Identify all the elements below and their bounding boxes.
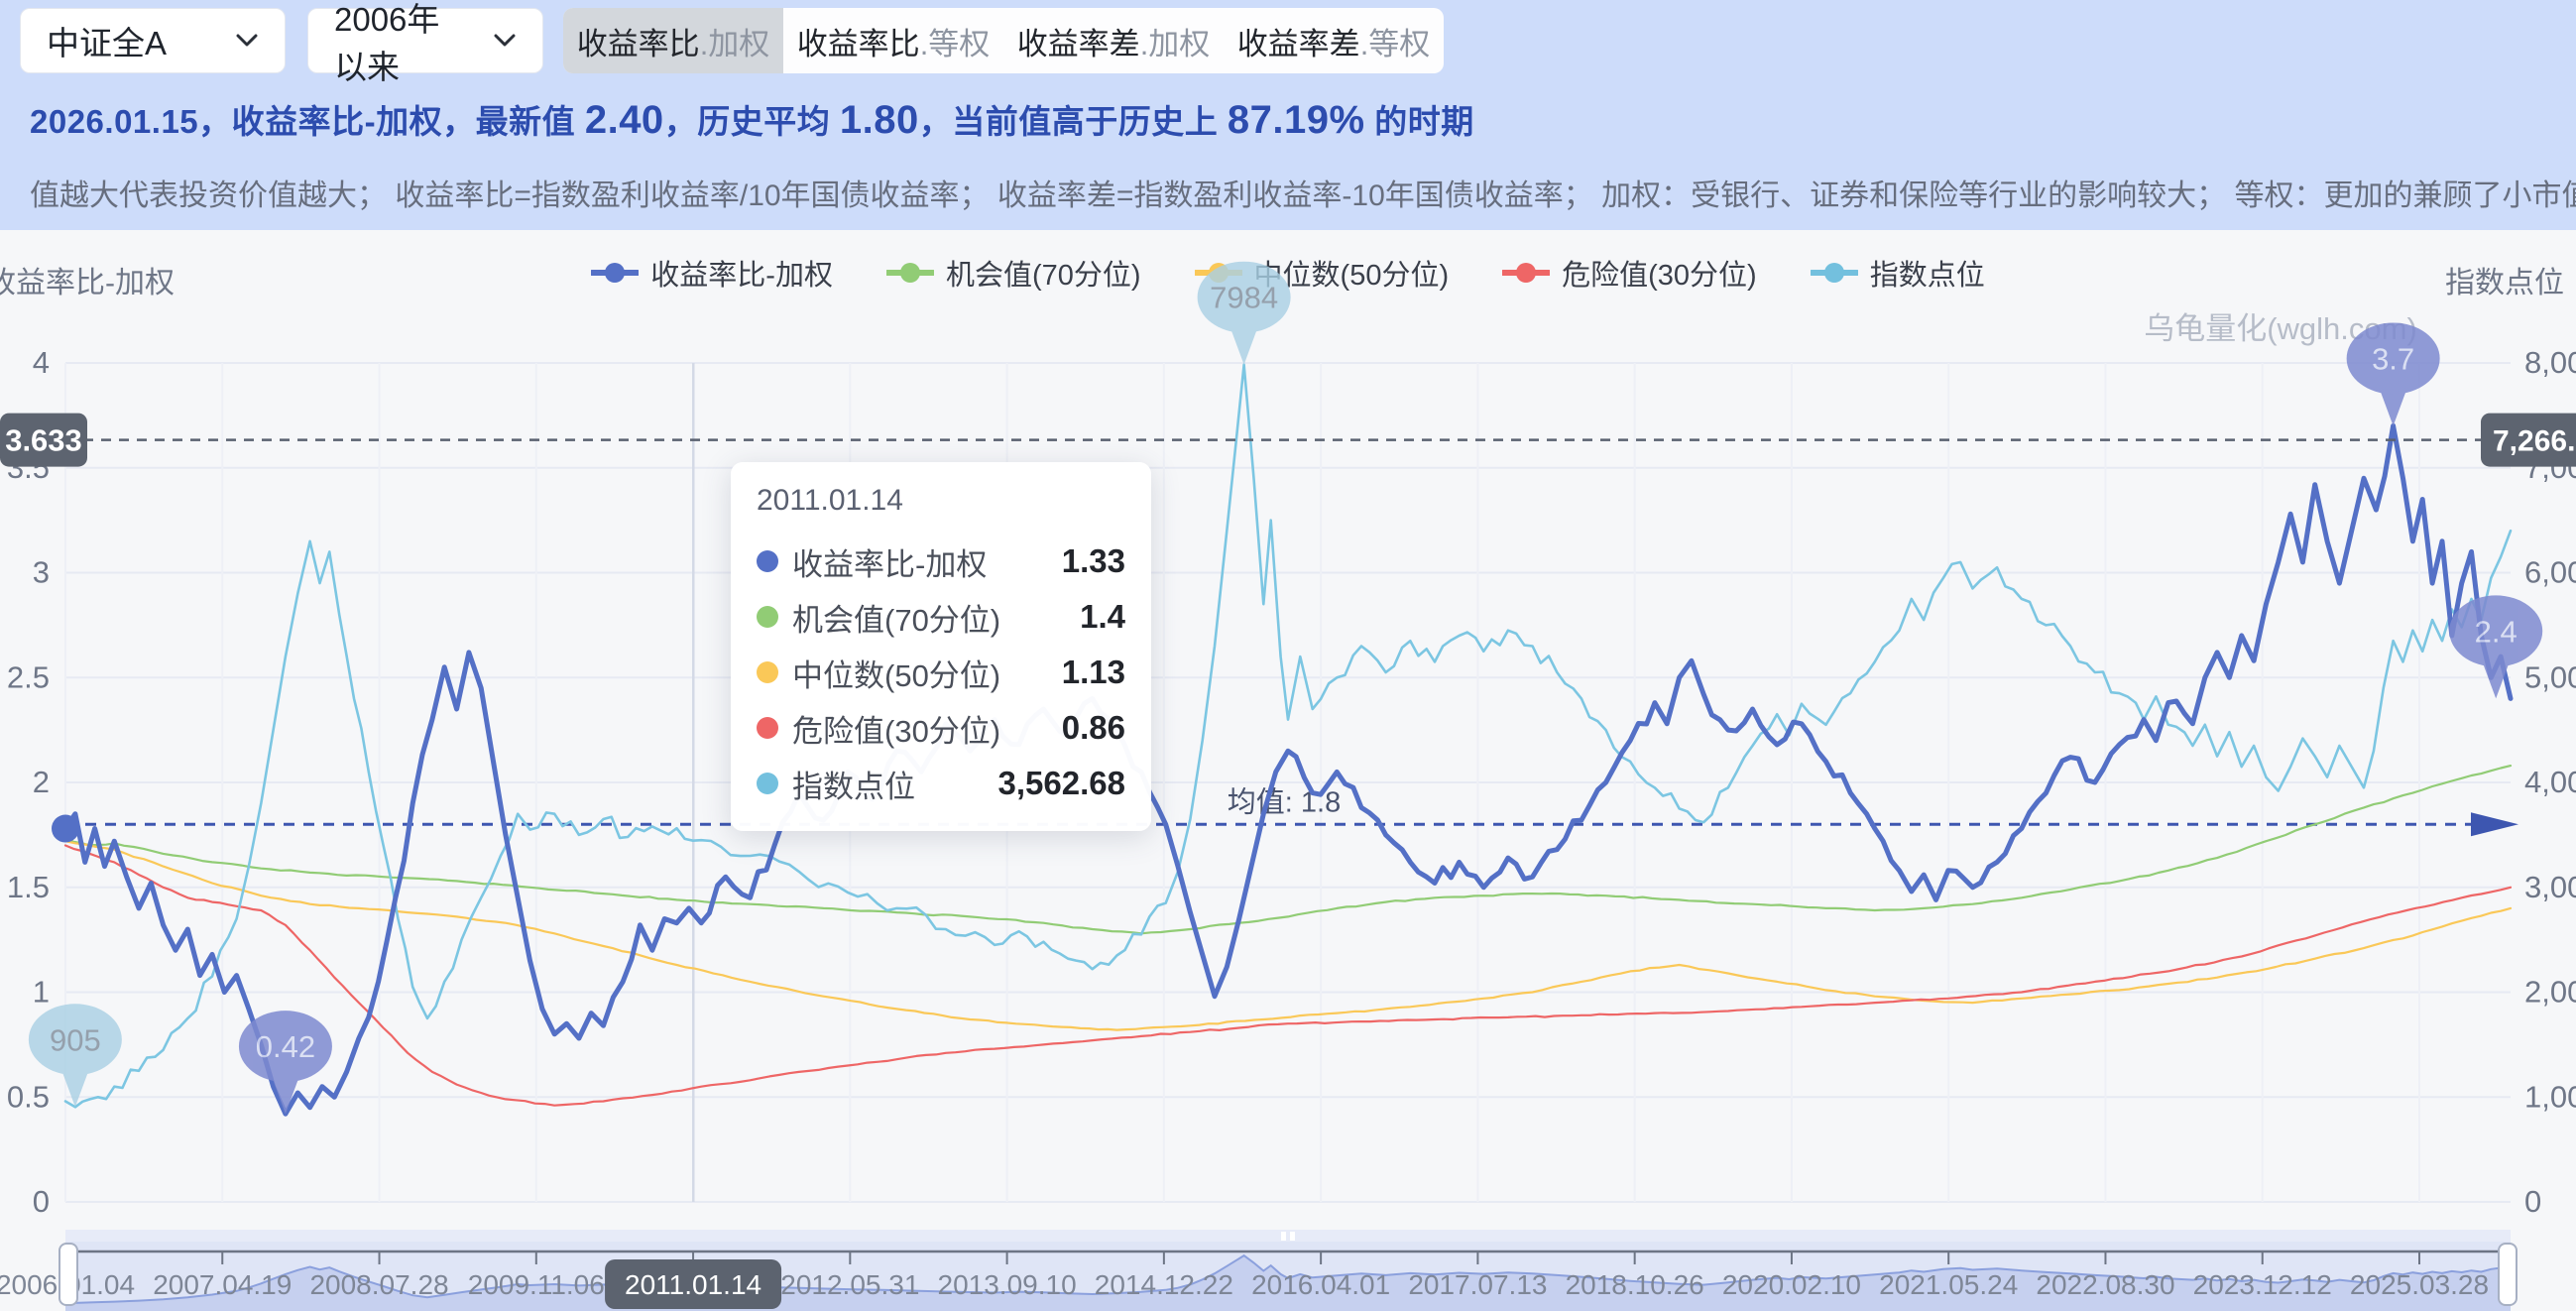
tooltip-date: 2011.01.14 xyxy=(757,484,903,517)
svg-text:905: 905 xyxy=(50,1022,101,1057)
right-tick: 1,000 xyxy=(2524,1079,2576,1114)
left-tick: 1.5 xyxy=(7,870,50,904)
marker-balloon-0.42: 0.42 xyxy=(238,1011,332,1115)
left-tick: 0 xyxy=(33,1184,50,1219)
chevron-down-icon xyxy=(493,33,517,49)
x-tick-label: 2025.03.28 xyxy=(2350,1269,2489,1300)
x-tick-label: 2020.02.10 xyxy=(1722,1269,1861,1300)
right-tick: 5,000 xyxy=(2524,659,2576,694)
series-机会值(70分位) xyxy=(63,765,2513,935)
marker-balloon-2.4: 2.4 xyxy=(2449,595,2543,699)
series-危险值(30分位) xyxy=(63,844,2513,1107)
svg-text:3.7: 3.7 xyxy=(2372,341,2414,376)
right-tick: 3,000 xyxy=(2524,870,2576,904)
crosshair-right-badge xyxy=(2481,413,2576,467)
marker-balloon-905: 905 xyxy=(28,1004,122,1108)
x-tick-label: 2012.05.31 xyxy=(780,1269,919,1300)
series-中位数(50分位) xyxy=(63,840,2513,1031)
chevron-down-icon xyxy=(235,33,259,49)
right-tick: 2,000 xyxy=(2524,975,2576,1010)
left-tick: 4 xyxy=(33,345,50,380)
legend-marker-icon xyxy=(1810,263,1858,283)
marker-balloon-3.7: 3.7 xyxy=(2346,322,2440,426)
left-tick: 3.5 xyxy=(7,450,50,485)
crosshair-left-badge xyxy=(0,413,87,467)
tooltip-row-收益率比-加权: 收益率比-加权 1.33 xyxy=(757,534,1125,589)
metric-tabs: 收益率比 .加权 收益率比 .等权 收益率差 .加权 收益率差 .等权 xyxy=(563,8,1444,73)
right-tick: 4,000 xyxy=(2524,765,2576,799)
x-tick-label: 2011.01.14 xyxy=(625,1269,761,1300)
series-start-dot xyxy=(52,814,79,843)
x-tick-label: 2023.12.12 xyxy=(2193,1269,2332,1300)
legend-item-机会值(70分位)[interactable]: 机会值(70分位) xyxy=(885,252,1141,294)
watermark: 乌龟量化(wglh.com) xyxy=(2144,311,2417,346)
datazoom-grip-icon xyxy=(1281,1232,1286,1241)
legend-marker-icon xyxy=(885,263,934,283)
tooltip-row-危险值(30分位): 危险值(30分位) 0.86 xyxy=(757,700,1125,756)
x-tick-label: 2016.04.01 xyxy=(1251,1269,1390,1300)
x-tick-label: 2007.04.19 xyxy=(153,1269,292,1300)
right-tick: 7,000 xyxy=(2524,450,2576,485)
x-tick-label: 2008.07.28 xyxy=(309,1269,448,1300)
left-tick: 1 xyxy=(33,975,50,1010)
right-tick: 0 xyxy=(2524,1184,2541,1219)
legend-item-危险值(30分位)[interactable]: 危险值(30分位) xyxy=(1502,252,1757,294)
right-axis-title: 指数点位 xyxy=(2445,267,2564,299)
index-select-value: 中证全A xyxy=(47,25,168,61)
highlighted-date-badge xyxy=(605,1259,782,1309)
left-tick: 2.5 xyxy=(7,659,50,694)
datazoom-handle-left xyxy=(59,1243,78,1306)
left-axis-title: 收益率比-加权 xyxy=(0,267,175,299)
datazoom-slider: 2006.01.04 2007.04.19 2008.07.28 2009.11.06… xyxy=(0,1230,2517,1311)
tooltip-row-机会值(70分位): 机会值(70分位) 1.4 xyxy=(757,589,1125,645)
tab-收益率差.加权[interactable]: 收益率差 .加权 xyxy=(1016,26,1211,61)
mean-line-arrow-icon xyxy=(2471,812,2518,837)
tab-收益率比.等权[interactable]: 收益率比 .等权 xyxy=(796,26,991,61)
x-tick-label: 2022.08.30 xyxy=(2036,1269,2174,1300)
tooltip-row-指数点位: 指数点位 3,562.68 xyxy=(757,756,1125,811)
tooltip-row-中位数(50分位): 中位数(50分位) 1.13 xyxy=(757,645,1125,700)
svg-text:2.4: 2.4 xyxy=(2475,614,2517,649)
legend-marker-icon xyxy=(1194,263,1242,283)
series-指数点位 xyxy=(63,363,2513,1109)
right-tick: 8,000 xyxy=(2524,345,2576,380)
legend-marker-icon xyxy=(591,263,640,283)
legend-item-指数点位[interactable]: 指数点位 xyxy=(1810,252,1985,294)
plot-svg[interactable]: 4 3.5 3 2.5 2 1.5 1 0.5 0 8,000 7,000 6,000 5,000 4,0… xyxy=(0,230,2576,1311)
svg-text:3.633: 3.633 xyxy=(5,423,82,458)
right-tick: 6,000 xyxy=(2524,555,2576,590)
x-tick-label: 2013.09.10 xyxy=(938,1269,1077,1300)
chart-area[interactable]: 收益率比-加权 指数点位 收益率比-加权 机会值(70分位) 中位数(50分位) 危险… xyxy=(0,230,2576,1311)
x-tick-label: 2017.07.13 xyxy=(1408,1269,1547,1300)
left-tick: 2 xyxy=(33,765,50,799)
datazoom-grip-icon xyxy=(1290,1232,1295,1241)
index-select[interactable]: 中证全A xyxy=(20,8,286,73)
range-select-value: 2006年以来 xyxy=(334,1,440,85)
legend-item-中位数(50分位)[interactable]: 中位数(50分位) xyxy=(1194,252,1449,294)
chart-legend: 收益率比-加权 机会值(70分位) 中位数(50分位) 危险值(30分位) 指数点位 xyxy=(0,252,2576,294)
range-select[interactable]: 2006年以来 xyxy=(307,1,543,85)
legend-item-收益率比-加权[interactable]: 收益率比-加权 xyxy=(591,252,833,294)
x-tick-label: 2021.05.24 xyxy=(1879,1269,2018,1300)
tooltip: 2011.01.14 收益率比-加权 1.33 机会值(70分位) 1.4 中位数(50… xyxy=(731,462,1151,831)
header-band: 中证全A 2006年以来 收益率比 .加权 收益率比 .等权 收益率差 .加权 收益率差 .等… xyxy=(0,0,2576,230)
legend-marker-icon xyxy=(1502,263,1551,283)
svg-text:0.42: 0.42 xyxy=(256,1029,315,1064)
x-tick-label: 2014.12.22 xyxy=(1095,1269,1233,1300)
x-tick-label: 2009.11.06 xyxy=(468,1269,605,1300)
left-tick: 3 xyxy=(33,555,50,590)
summary-line: 2026.01.15，收益率比-加权，最新值 2.40，历史平均 1.80，当前… xyxy=(30,98,1474,142)
svg-text:7,266.52: 7,266.52 xyxy=(2493,425,2576,458)
definition-note: 值越大代表投资价值越大； 收益率比=指数盈利收益率/10年国债收益率； 收益率差… xyxy=(30,179,2576,212)
x-tick-label: 2018.10.26 xyxy=(1566,1269,1704,1300)
datazoom-handle-right xyxy=(2498,1243,2517,1306)
tab-收益率比.加权[interactable]: 收益率比 .加权 xyxy=(563,8,783,73)
series-收益率比-加权 xyxy=(62,422,2514,1117)
mean-line-label: 均值: 1.8 xyxy=(1228,785,1341,818)
x-tick-label: 2006.01.04 xyxy=(0,1269,135,1300)
left-tick: 0.5 xyxy=(7,1079,50,1114)
tab-收益率差.等权[interactable]: 收益率差 .等权 xyxy=(1236,26,1431,61)
